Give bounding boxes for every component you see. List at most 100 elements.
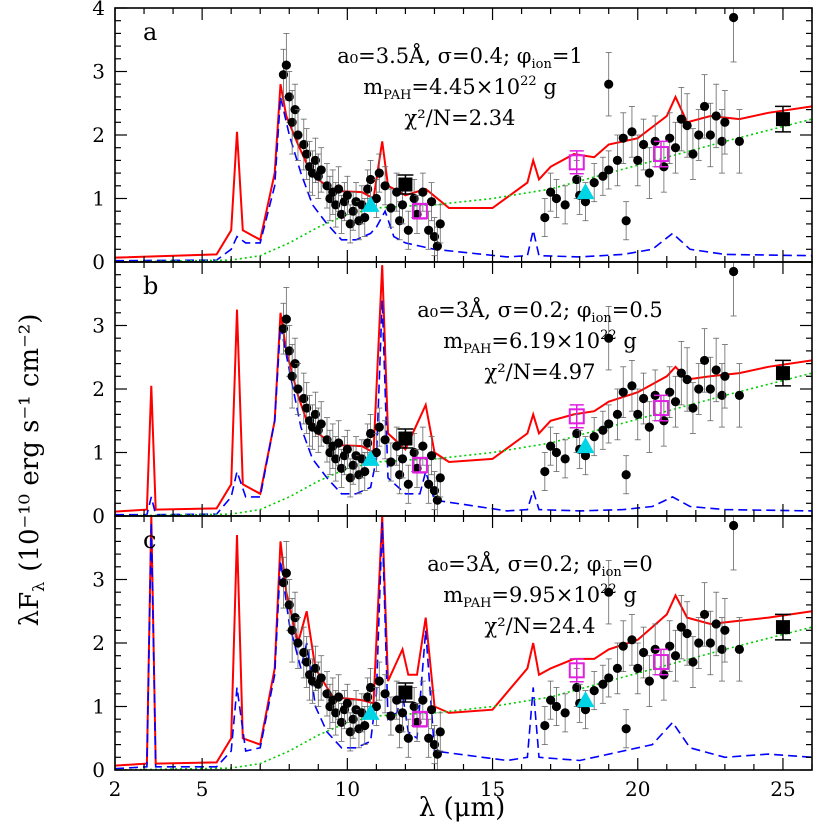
data-point <box>627 127 637 137</box>
panel-a: 0 1 2 3 4 a a₀=3.5Å, σ=0.4; φion=1mPAH=4.45×10… <box>92 0 813 274</box>
y-tick-label: 3 <box>92 314 105 338</box>
data-point <box>418 187 428 197</box>
data-point <box>720 117 730 127</box>
data-point <box>644 168 654 178</box>
data-point <box>694 638 704 648</box>
data-point <box>322 689 332 699</box>
data-point <box>633 409 643 419</box>
data-point <box>418 695 428 705</box>
data-point <box>699 355 710 366</box>
data-point <box>424 479 434 489</box>
data-point <box>395 724 405 734</box>
triangle-point <box>361 195 380 212</box>
data-point <box>363 438 373 448</box>
data-point <box>365 682 376 693</box>
panel-letter: b <box>143 272 158 300</box>
data-point <box>618 387 628 397</box>
data-point <box>580 705 591 715</box>
data-point <box>299 647 309 658</box>
data-point <box>365 174 376 185</box>
data-point <box>676 368 686 378</box>
square-point <box>398 431 413 446</box>
open-square-point <box>568 154 585 171</box>
x-tick-label: 20 <box>625 777 650 801</box>
data-point <box>560 454 570 464</box>
open-square-point <box>568 408 585 425</box>
open-square-point <box>411 711 428 728</box>
mass-annotation: mPAH=4.45×1022 g <box>363 74 557 103</box>
data-point <box>670 143 681 153</box>
data-point <box>551 193 562 204</box>
data-point <box>560 708 570 718</box>
data-point <box>409 193 419 204</box>
data-point <box>397 708 408 718</box>
data-point <box>604 165 614 175</box>
data-point <box>342 444 352 454</box>
data-point <box>572 428 582 439</box>
plot-area <box>115 516 812 770</box>
data-point <box>331 200 341 210</box>
data-point <box>357 708 367 718</box>
data-point <box>705 638 715 648</box>
data-point <box>322 181 332 191</box>
data-point <box>720 371 730 381</box>
data-point <box>435 473 445 483</box>
data-point <box>403 225 413 235</box>
data-point <box>374 676 384 686</box>
data-point <box>551 701 562 712</box>
y-tick-label: 0 <box>92 504 105 528</box>
data-point <box>734 136 744 146</box>
data-point <box>424 225 434 235</box>
data-point <box>281 568 291 578</box>
data-point <box>665 641 675 651</box>
data-point <box>331 454 341 464</box>
data-point <box>604 673 614 683</box>
square-point <box>398 177 413 192</box>
data-point <box>670 397 681 407</box>
x-tick-label: 15 <box>480 777 505 801</box>
triangle-point <box>576 183 595 200</box>
data-point <box>580 451 591 461</box>
data-point <box>281 314 291 324</box>
plot-area <box>115 8 812 262</box>
data-point <box>380 181 390 191</box>
data-point <box>728 520 739 531</box>
data-point <box>293 384 303 394</box>
open-square-point <box>411 203 428 220</box>
data-point <box>612 663 623 674</box>
data-point <box>380 435 390 445</box>
data-point <box>627 381 637 391</box>
data-point <box>432 749 442 759</box>
panel-b: 0 1 2 3 b a₀=3Å, σ=0.2; φion=0.5mPAH=6.19×102… <box>92 261 813 528</box>
data-point <box>334 184 344 194</box>
open-square-point <box>568 662 585 679</box>
data-point <box>711 619 721 629</box>
y-tick-label: 3 <box>92 60 105 84</box>
x-tick-label: 10 <box>335 777 360 801</box>
data-point <box>711 111 721 121</box>
data-point <box>560 200 570 210</box>
data-point <box>435 219 445 229</box>
data-point <box>580 197 591 207</box>
data-point <box>589 686 599 696</box>
data-point <box>540 212 550 223</box>
data-point <box>374 168 384 178</box>
series-dashed-line <box>115 300 812 516</box>
data-point <box>699 101 710 112</box>
data-point <box>432 495 442 505</box>
open-square-point <box>652 654 669 671</box>
data-point <box>432 241 442 251</box>
data-point <box>676 114 686 124</box>
data-point <box>418 441 428 451</box>
chi-annotation: χ²/N=24.4 <box>485 614 596 638</box>
data-point <box>618 133 628 143</box>
y-tick-label: 3 <box>92 568 105 592</box>
data-point <box>618 641 628 651</box>
data-point <box>638 393 649 404</box>
data-point <box>429 232 440 242</box>
data-point <box>572 682 582 693</box>
y-axis-label: λFλ (10⁻¹⁰ erg s⁻¹ cm⁻²) <box>15 314 48 627</box>
data-point <box>705 130 715 140</box>
